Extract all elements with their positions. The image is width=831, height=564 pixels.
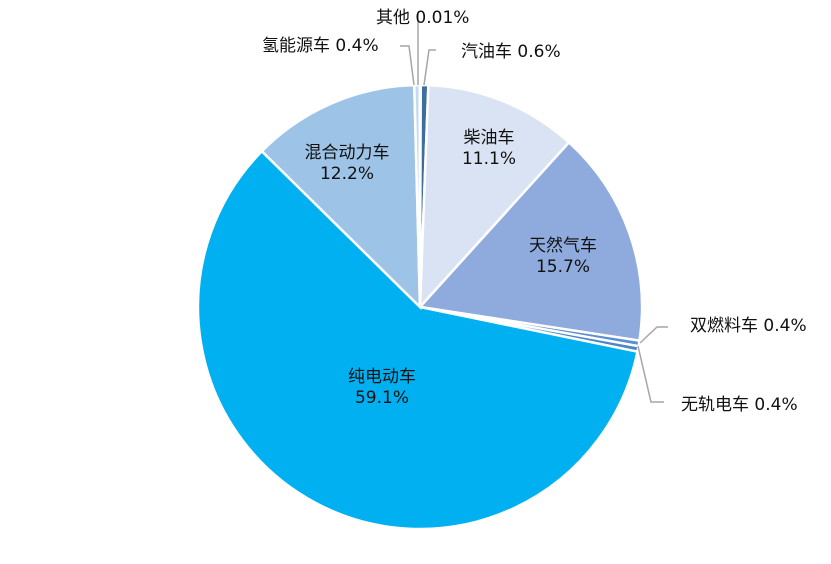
label-pure-electric: 纯电动车 59.1% bbox=[348, 367, 416, 408]
label-diesel: 柴油车 11.1% bbox=[461, 128, 517, 169]
label-natural-gas: 天然气车 15.7% bbox=[529, 236, 597, 277]
label-trolleybus: 无轨电车 0.4% bbox=[681, 395, 798, 415]
pie-slice bbox=[418, 83, 423, 308]
pie-slice bbox=[417, 140, 644, 343]
pie-slice bbox=[418, 83, 571, 311]
label-gasoline: 汽油车 0.6% bbox=[461, 42, 561, 62]
label-other: 其他 0.01% bbox=[376, 8, 470, 28]
leader-line bbox=[637, 345, 664, 403]
label-dual-fuel: 双燃料车 0.4% bbox=[690, 316, 807, 336]
leader-line bbox=[400, 45, 415, 86]
leader-line bbox=[423, 49, 436, 86]
pie-slice bbox=[260, 83, 422, 311]
label-hydrogen: 氢能源车 0.4% bbox=[262, 36, 379, 56]
leader-line bbox=[639, 326, 668, 344]
label-hybrid: 混合动力车 12.2% bbox=[304, 143, 390, 184]
pie-slice bbox=[196, 149, 639, 531]
